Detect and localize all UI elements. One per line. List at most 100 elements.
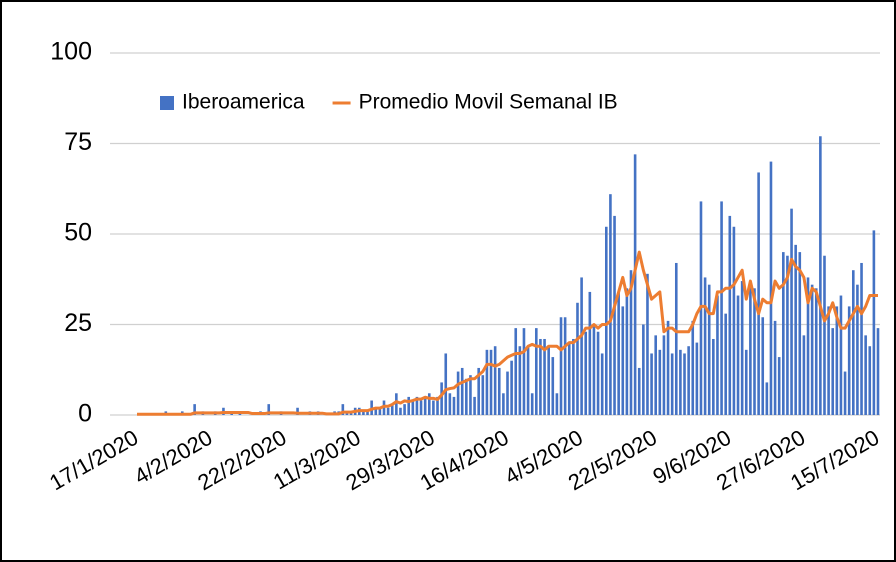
bar [411, 400, 415, 415]
bar [720, 201, 723, 415]
bar [839, 295, 843, 415]
bar [473, 396, 476, 415]
bar [843, 371, 847, 415]
bar [670, 353, 674, 415]
bar [600, 353, 604, 415]
bar [366, 411, 369, 415]
bar [712, 338, 715, 415]
bar [790, 208, 793, 415]
bar [395, 393, 398, 415]
bar [827, 306, 830, 415]
bar [481, 375, 485, 415]
bar [572, 338, 575, 415]
bar [794, 244, 797, 415]
bar [530, 393, 534, 415]
bar [852, 270, 855, 415]
bar [543, 338, 546, 415]
bar [390, 404, 394, 415]
bar [592, 324, 596, 415]
bar [819, 136, 822, 415]
bar [695, 342, 699, 415]
bar [419, 400, 423, 415]
bar [876, 328, 880, 415]
bar [625, 288, 629, 415]
bar [605, 226, 608, 415]
bar [555, 393, 559, 415]
bar [374, 407, 378, 415]
bar [716, 295, 719, 415]
bar [485, 349, 489, 415]
bar [724, 313, 727, 415]
bar [683, 353, 686, 415]
bar [563, 317, 567, 415]
bar [399, 407, 402, 415]
y-tick-label: 0 [78, 400, 92, 428]
bar [761, 317, 765, 415]
bar [460, 367, 464, 415]
bar [456, 371, 460, 415]
bar [835, 306, 839, 415]
legend-swatch [160, 96, 174, 110]
y-tick-label: 25 [64, 309, 92, 337]
bar [588, 291, 592, 415]
bar [427, 393, 431, 415]
bar [362, 411, 365, 415]
bar [609, 194, 612, 415]
bar [465, 378, 468, 415]
bar [736, 295, 740, 415]
bar [559, 317, 563, 415]
bar [386, 407, 390, 415]
bar [703, 277, 707, 415]
bar [831, 328, 835, 415]
bar [526, 346, 530, 415]
legend-label: Iberoamerica [182, 91, 305, 114]
bar [732, 226, 736, 415]
bar [493, 346, 497, 415]
bar [687, 346, 690, 415]
bar [423, 396, 427, 415]
bar [646, 273, 649, 415]
bar [798, 252, 802, 415]
bar [765, 382, 769, 415]
bar [440, 382, 443, 415]
bar [802, 335, 806, 415]
bar [847, 306, 851, 415]
bar [707, 284, 711, 415]
bar [506, 371, 509, 415]
bar [567, 342, 571, 415]
legend-label: Promedio Movil Semanal IB [359, 91, 618, 114]
bar [658, 349, 662, 415]
bar [489, 349, 493, 415]
moving-average-line [137, 250, 878, 416]
bar [810, 284, 814, 415]
bar [860, 262, 863, 415]
bar [514, 328, 518, 415]
bar [769, 161, 773, 415]
bar [666, 320, 670, 415]
bar [403, 404, 406, 415]
bar [753, 288, 756, 415]
bar [823, 255, 826, 415]
bar [547, 346, 550, 415]
bar [782, 252, 785, 415]
bar [539, 338, 542, 415]
bar [432, 400, 435, 415]
bar [728, 215, 732, 415]
bar [806, 277, 810, 415]
bar [444, 353, 448, 415]
bar [691, 320, 695, 415]
bar [518, 346, 522, 415]
bar [576, 302, 579, 415]
bar [633, 154, 637, 416]
bar [613, 215, 616, 415]
bar [448, 393, 452, 415]
bar [662, 335, 666, 415]
bar [415, 396, 419, 415]
bar [510, 360, 513, 415]
bar [436, 396, 439, 415]
bar [629, 270, 633, 415]
bar [522, 328, 526, 415]
y-tick-label: 50 [64, 219, 92, 247]
